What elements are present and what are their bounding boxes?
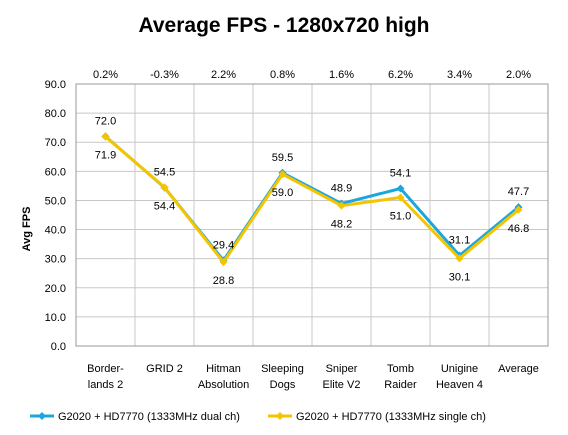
legend-label-2: G2020 + HD7770 (1333MHz single ch) [296,411,486,423]
percent-label: 2.0% [506,69,531,81]
data-label: 54.5 [154,166,175,178]
data-label: 31.1 [449,234,470,246]
y-tick-label: 30.0 [45,254,66,266]
x-tick-label: Sleeping [261,363,304,375]
data-label: 71.9 [95,150,116,162]
x-tick-label: Average [498,363,539,375]
x-tick-label: Heaven 4 [436,379,483,391]
percent-label: -0.3% [150,69,179,81]
x-tick-label: Border- [87,363,124,375]
data-label: 48.2 [331,219,352,231]
x-tick-label: Elite V2 [323,379,361,391]
series-1-point [396,184,405,193]
percent-label: 3.4% [447,69,472,81]
x-tick-label: GRID 2 [146,363,183,375]
data-label: 54.1 [390,168,411,180]
percent-label: 1.6% [329,69,354,81]
series-2-point [337,201,346,210]
series-2-point [514,205,523,214]
y-tick-label: 10.0 [45,312,66,324]
x-tick-label: Sniper [326,363,358,375]
y-tick-label: 40.0 [45,225,66,237]
series-2-point [455,254,464,263]
data-label: 30.1 [449,271,470,283]
x-tick-label: lands 2 [88,379,123,391]
percent-label: 0.8% [270,69,295,81]
data-label: 48.9 [331,183,352,195]
data-label: 59.0 [272,187,293,199]
data-label: 59.5 [272,152,293,164]
legend-marker-2 [276,412,284,420]
y-tick-label: 60.0 [45,166,66,178]
legend-marker-1 [38,412,46,420]
data-label: 29.4 [213,239,234,251]
x-tick-label: Absolution [198,379,249,391]
legend: G2020 + HD7770 (1333MHz dual ch) G2020 + … [30,411,486,423]
x-tick-label: Raider [384,379,417,391]
percent-label: 6.2% [388,69,413,81]
chart-title: Average FPS - 1280x720 high [138,14,429,37]
y-tick-label: 70.0 [45,137,66,149]
axes: 0.0 10.0 20.0 30.0 40.0 50.0 60.0 70.0 80.0 90.0 B… [45,69,549,391]
percent-label: 2.2% [211,69,236,81]
percent-label: 0.2% [93,69,118,81]
series-2-point [160,183,169,192]
series-2-point [278,170,287,179]
data-label: 28.8 [213,275,234,287]
x-tick-label: Dogs [270,379,296,391]
series-2-point [101,132,110,141]
x-tick-label: Unigine [441,363,478,375]
data-label: 51.0 [390,211,411,223]
legend-label-1: G2020 + HD7770 (1333MHz dual ch) [58,411,240,423]
series-2-point [396,193,405,202]
y-tick-label: 20.0 [45,283,66,295]
y-tick-label: 90.0 [45,79,66,91]
x-tick-label: Hitman [206,363,241,375]
series-2-point [219,258,228,267]
series-layer [101,132,523,267]
grid [75,83,549,347]
y-tick-label: 0.0 [51,341,66,353]
y-axis-title: Avg FPS [21,207,33,252]
data-label: 54.4 [154,201,175,213]
y-tick-label: 80.0 [45,108,66,120]
x-tick-label: Tomb [387,363,414,375]
data-label: 47.7 [508,186,529,198]
data-labels: 72.0 71.9 54.5 54.4 29.4 28.8 59.5 59.0 48.9 48.2… [95,115,529,287]
plot-area-border [75,83,549,347]
data-label: 72.0 [95,115,116,127]
series-line-2 [104,135,520,264]
y-tick-label: 50.0 [45,195,66,207]
data-label: 46.8 [508,223,529,235]
